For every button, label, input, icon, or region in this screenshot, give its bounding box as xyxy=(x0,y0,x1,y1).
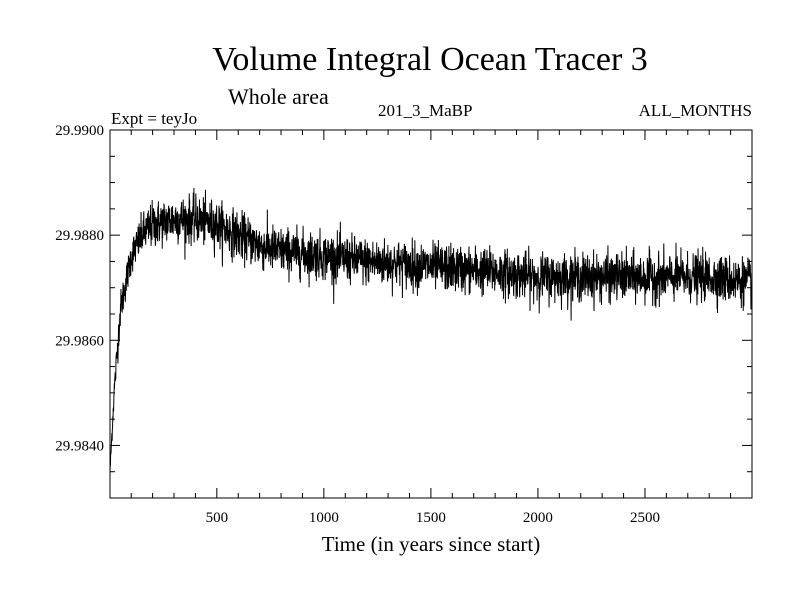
x-tick-label: 2000 xyxy=(523,510,553,526)
period-label: ALL_MONTHS xyxy=(639,101,752,120)
x-axis-label: Time (in years since start) xyxy=(322,532,541,556)
series-line xyxy=(109,187,753,473)
y-axis: 29.9840 29.9860 29.9880 29.9900 xyxy=(55,123,752,473)
x-tick-label: 2500 xyxy=(630,510,660,526)
y-tick-label: 29.9860 xyxy=(55,333,104,349)
x-tick-label: 1000 xyxy=(309,510,339,526)
x-tick-label: 1500 xyxy=(416,510,446,526)
y-tick-label: 29.9900 xyxy=(55,123,104,139)
x-axis: 500 1000 1500 2000 2500 xyxy=(130,130,732,526)
y-tick-label: 29.9880 xyxy=(55,228,104,244)
chart-title: Volume Integral Ocean Tracer 3 xyxy=(212,41,648,78)
run-label: 201_3_MaBP xyxy=(378,101,472,120)
plot-frame xyxy=(109,129,753,499)
series-layer xyxy=(109,187,753,473)
x-tick-label: 500 xyxy=(206,510,229,526)
y-tick-label: 29.9840 xyxy=(55,438,104,454)
chart-subtitle: Whole area xyxy=(228,84,329,109)
experiment-label: Expt = teyJo xyxy=(111,109,197,128)
